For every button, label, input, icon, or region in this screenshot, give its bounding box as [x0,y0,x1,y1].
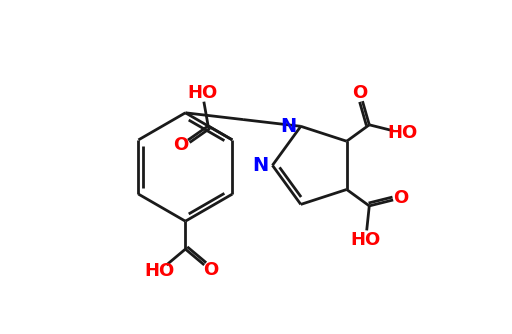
Text: O: O [394,189,409,207]
Text: HO: HO [351,230,381,248]
Text: N: N [252,156,268,175]
Text: HO: HO [144,262,175,280]
Text: O: O [203,261,218,279]
Text: O: O [174,136,189,154]
Text: HO: HO [187,84,218,102]
Text: N: N [280,117,296,136]
Text: O: O [353,84,368,102]
Text: HO: HO [387,124,417,142]
